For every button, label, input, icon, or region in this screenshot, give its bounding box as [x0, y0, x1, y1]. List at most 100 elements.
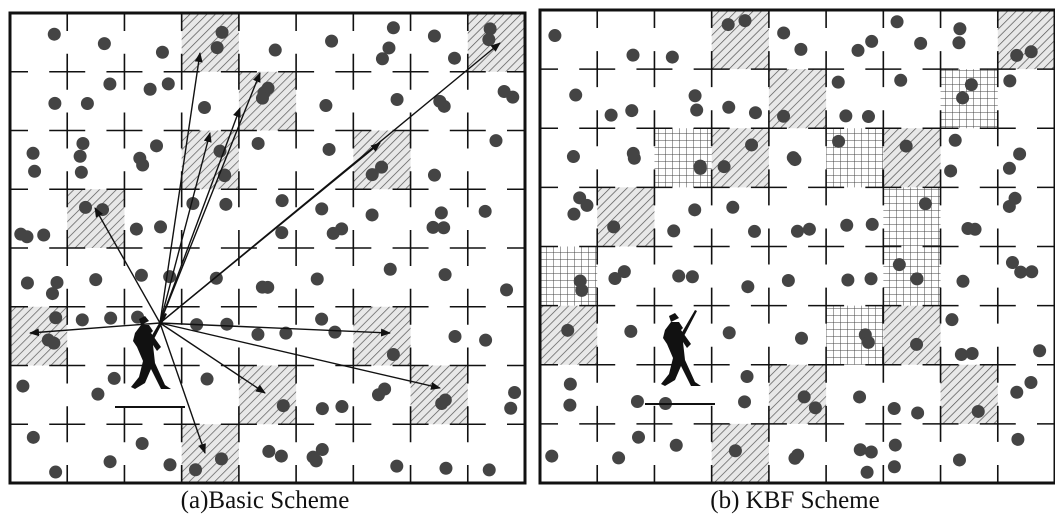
sensor-node [624, 325, 637, 338]
sensor-node [504, 402, 517, 415]
sensor-node [211, 41, 224, 54]
sensor-node [832, 76, 845, 89]
sensor-node [76, 313, 89, 326]
panel-kbf [540, 10, 1055, 483]
sensor-node [545, 450, 558, 463]
sensor-node [1033, 344, 1046, 357]
sensor-node [809, 401, 822, 414]
sensor-node [276, 194, 289, 207]
sensor-node [79, 201, 92, 214]
sensor-node [256, 92, 269, 105]
crosshatched-cell [654, 128, 711, 187]
sensor-node [729, 444, 742, 457]
sensor-node [489, 134, 502, 147]
crosshatched-cell [540, 247, 597, 306]
sensor-node [75, 166, 88, 179]
sensor-node [952, 36, 965, 49]
sensor-node [162, 77, 175, 90]
sensor-node [795, 332, 808, 345]
sensor-node [366, 208, 379, 221]
sensor-node [567, 150, 580, 163]
sensor-node [738, 395, 751, 408]
sensor-node [888, 460, 901, 473]
sensor-node [325, 35, 338, 48]
sensor-node [722, 101, 735, 114]
sensor-node [479, 334, 492, 347]
sensor-node [1011, 433, 1024, 446]
sensor-node [798, 390, 811, 403]
sensor-node [953, 453, 966, 466]
sensor-node [135, 269, 148, 282]
sensor-node [563, 399, 576, 412]
sensor-node [81, 97, 94, 110]
soldier [115, 313, 185, 407]
sensor-node [98, 37, 111, 50]
sensor-node [723, 326, 736, 339]
sensor-node [439, 462, 452, 475]
sensor-node [888, 402, 901, 415]
sensor-node [788, 452, 801, 465]
sensor-node [741, 280, 754, 293]
sensor-node [910, 338, 923, 351]
sensor-node [428, 169, 441, 182]
sensor-node [670, 439, 683, 452]
hatched-cell [597, 187, 654, 246]
sensor-node [839, 109, 852, 122]
sensor-node [741, 370, 754, 383]
hatched-cell [883, 128, 940, 187]
sensor-node [625, 104, 638, 117]
hatched-cell [182, 424, 239, 483]
sensor-node [508, 386, 521, 399]
sensor-node [366, 168, 379, 181]
sensor-node [862, 336, 875, 349]
sensor-node [108, 372, 121, 385]
sensor-node [894, 74, 907, 87]
sensor-node [262, 445, 275, 458]
sensor-node [612, 451, 625, 464]
sensor-node [791, 225, 804, 238]
sensor-node [631, 395, 644, 408]
sensor-node [215, 452, 228, 465]
sensor-node [49, 466, 62, 479]
sensor-node [46, 287, 59, 300]
sensor-node [27, 147, 40, 160]
sensor-node [48, 28, 61, 41]
sensor-node [944, 164, 957, 177]
sensor-node [319, 99, 332, 112]
sensor-node [498, 85, 511, 98]
sensor-node [956, 91, 969, 104]
sensor-node [48, 97, 61, 110]
sensor-node [89, 273, 102, 286]
sensor-node [198, 101, 211, 114]
sensor-node [219, 198, 232, 211]
sensor-node [667, 224, 680, 237]
sensor-node [154, 220, 167, 233]
sensor-node [862, 110, 875, 123]
sensor-node [865, 35, 878, 48]
sensor-node [1006, 256, 1019, 269]
sensor-node [840, 219, 853, 232]
sensor-node [384, 263, 397, 276]
sensor-node [718, 160, 731, 173]
sensor-node [688, 203, 701, 216]
sensor-node [307, 451, 320, 464]
sensor-node [1025, 265, 1038, 278]
sensor-node [666, 51, 679, 64]
sensor-node [103, 78, 116, 91]
sensor-node [787, 151, 800, 164]
sensor-node [42, 334, 55, 347]
crosshatched-cell [883, 187, 940, 246]
sensor-node [853, 390, 866, 403]
arrow [95, 208, 160, 323]
sensor-node [580, 199, 593, 212]
sensor-node [949, 134, 962, 147]
sensor-node [575, 284, 588, 297]
sensor-node [427, 221, 440, 234]
sensor-node [564, 378, 577, 391]
sensor-node [391, 93, 404, 106]
sensor-node [777, 26, 790, 39]
hatched-cell [998, 10, 1055, 69]
sensor-node [21, 230, 34, 243]
hatched-cell [182, 13, 239, 72]
sensor-node [76, 137, 89, 150]
